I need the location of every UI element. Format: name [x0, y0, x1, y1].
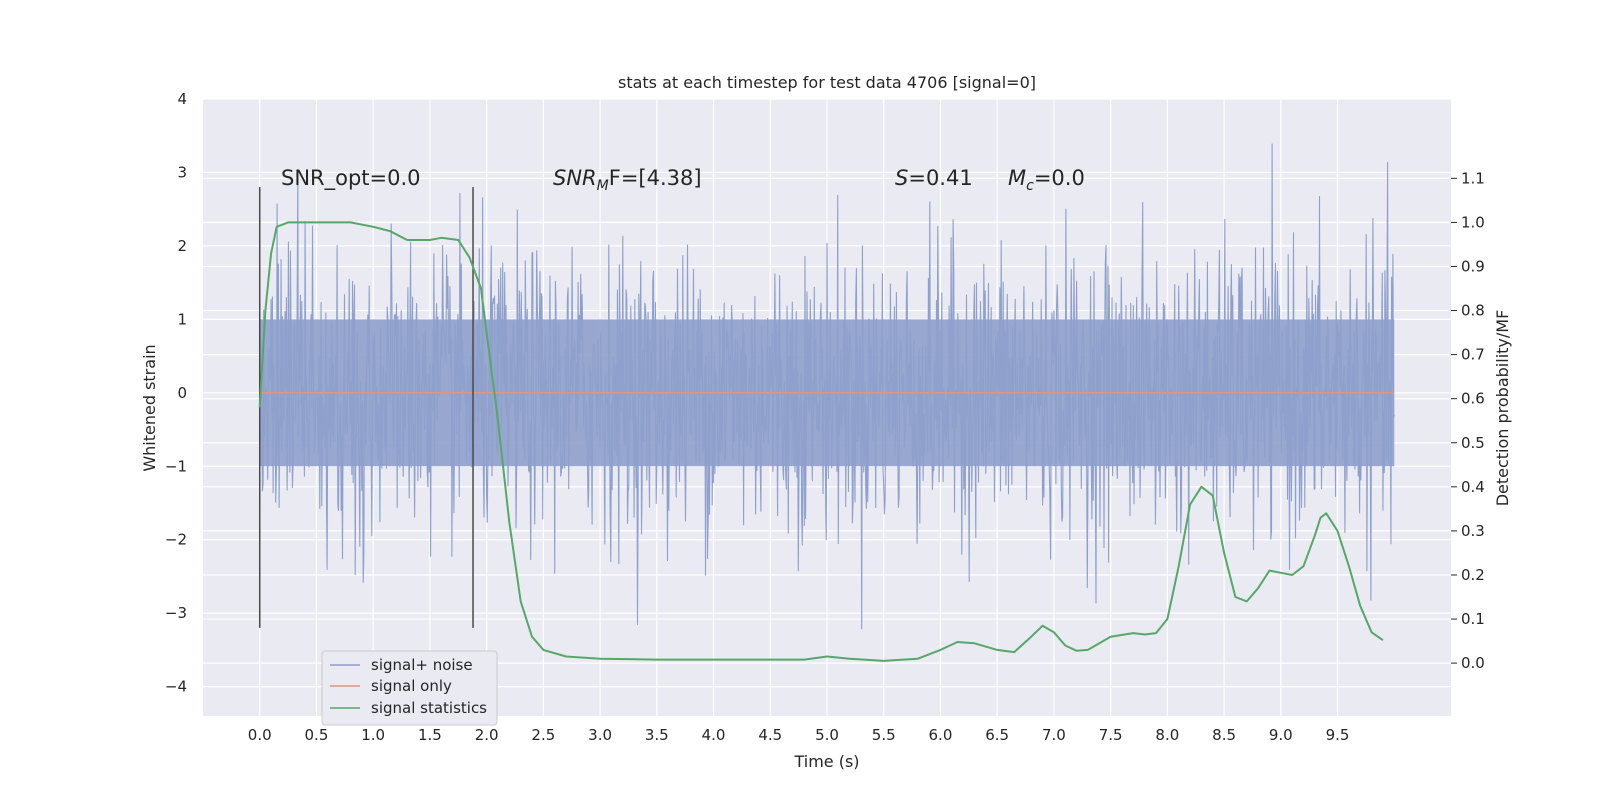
annotation-snr-mf-value: F=[4.38]	[609, 166, 702, 190]
y2-tick-label: 0.2	[1461, 566, 1485, 584]
annotation-s: S=0.41	[895, 166, 973, 190]
annotation-snr-opt: SNR_opt=0.0	[281, 166, 421, 191]
x-tick-label: 1.5	[418, 726, 442, 744]
x-tick-label: 5.5	[872, 726, 896, 744]
annotation-mc-value: =0.0	[1034, 166, 1085, 190]
x-tick-label: 7.5	[1099, 726, 1123, 744]
y-tick-label: 1	[177, 310, 187, 328]
y2-tick-label: 1.0	[1461, 213, 1485, 231]
y2-axis-label: Detection probability/MF	[1493, 310, 1512, 507]
x-tick-label: 4.0	[702, 726, 726, 744]
y2-tick-label: 0.4	[1461, 478, 1485, 496]
y2-tick-label: 0.6	[1461, 390, 1485, 408]
y2-tick-label: 0.0	[1461, 654, 1485, 672]
signal-noise-line	[259, 143, 1395, 630]
signal-statistics-line	[258, 221, 1384, 662]
y-tick-label: −3	[165, 604, 187, 622]
x-tick-label: 8.0	[1155, 726, 1179, 744]
annotation-mc-symbol: M	[1008, 166, 1026, 190]
x-tick-labels: 0.0 0.5 1.0 1.5 2.0 2.5 3.0 3.5 4.0 4.5 5.0 5.5 6.0 6…	[248, 726, 1350, 744]
legend: signal+ noise signal only signal statist…	[321, 650, 498, 726]
y2-tick-label: 0.8	[1461, 302, 1485, 320]
x-tick-label: 3.0	[588, 726, 612, 744]
y-tick-label: 4	[177, 90, 187, 108]
y2-tick-label: 0.9	[1461, 257, 1485, 275]
y-tick-label: 0	[177, 384, 187, 402]
y-axis-label: Whitened strain	[140, 344, 159, 471]
y2-tick-label: 0.7	[1461, 346, 1485, 364]
annotation-snr-mf: SNRMF=[4.38]	[553, 166, 702, 194]
annotation-snr-mf-symbol: SNR	[553, 166, 597, 190]
annotation-s-value: =0.41	[908, 166, 972, 190]
x-tick-label: 8.5	[1212, 726, 1236, 744]
legend-box	[321, 650, 498, 726]
x-tick-label: 0.0	[248, 726, 272, 744]
x-tick-label: 7.0	[1042, 726, 1066, 744]
y2-tick-labels: 0.0 0.1 0.2 0.3 0.4 0.5 0.6 0.7 0.8 0.9 1.0 1.1	[1451, 169, 1485, 672]
y-tick-label: 3	[177, 163, 187, 181]
x-tick-label: 3.5	[645, 726, 669, 744]
x-tick-label: 4.5	[758, 726, 782, 744]
legend-label-signal-noise: signal+ noise	[371, 656, 473, 674]
y-tick-label: −1	[165, 457, 187, 475]
annotation-snr-mf-subscript: M	[597, 178, 609, 194]
series-signal-statistics	[258, 221, 1384, 662]
x-tick-label: 6.5	[985, 726, 1009, 744]
x-tick-label: 2.0	[475, 726, 499, 744]
y2-tick-label: 0.5	[1461, 434, 1485, 452]
y-tick-label: −2	[165, 531, 187, 549]
legend-label-signal-statistics: signal statistics	[371, 699, 487, 717]
x-axis-label: Time (s)	[793, 752, 859, 771]
y-tick-label: 2	[177, 237, 187, 255]
x-tick-label: 0.5	[305, 726, 329, 744]
annotation-s-symbol: S	[895, 166, 908, 190]
x-tick-label: 9.5	[1326, 726, 1350, 744]
x-tick-label: 1.0	[361, 726, 385, 744]
y2-tick-label: 1.1	[1461, 169, 1485, 187]
legend-label-signal-only: signal only	[371, 677, 452, 695]
x-tick-label: 9.0	[1269, 726, 1293, 744]
y2-tick-label: 0.1	[1461, 610, 1485, 628]
x-tick-label: 2.5	[531, 726, 555, 744]
annotation-mc: Mc=0.0	[1008, 166, 1085, 194]
annotation-mc-subscript: c	[1026, 178, 1034, 194]
x-tick-label: 6.0	[929, 726, 953, 744]
x-tick-label: 5.0	[815, 726, 839, 744]
chart-title: stats at each timestep for test data 470…	[618, 73, 1036, 92]
y-tick-label: −4	[165, 678, 187, 696]
y-tick-labels: −4 −3 −2 −1 0 1 2 3 4	[165, 90, 187, 696]
y2-tick-label: 0.3	[1461, 522, 1485, 540]
